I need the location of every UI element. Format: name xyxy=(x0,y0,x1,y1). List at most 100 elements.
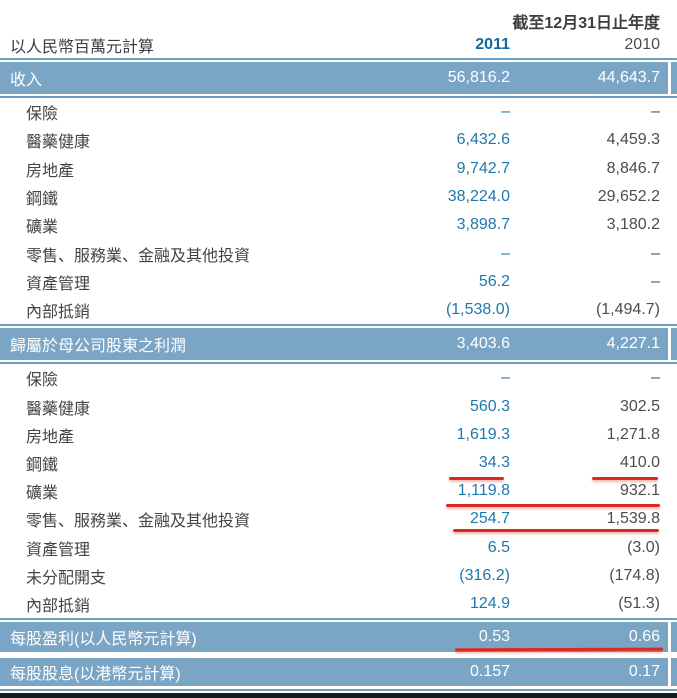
profit-2010: 4,227.1 xyxy=(606,335,660,353)
value-2010: (1,494.7) xyxy=(595,301,660,319)
value-2010: 8,846.7 xyxy=(606,159,660,177)
row-label: 鋼鐵 xyxy=(26,191,59,209)
band-bottom-border xyxy=(0,362,677,365)
dps-band-fill: 每股股息(以港幣元計算) 0.157 0.17 xyxy=(0,658,677,687)
row-label: 內部抵銷 xyxy=(26,597,91,615)
eps-label: 每股盈利(以人民幣元計算) xyxy=(10,631,197,649)
value-2011: 56.2 xyxy=(478,272,510,290)
band-bottom-border xyxy=(0,689,677,692)
row-label: 房地產 xyxy=(26,428,75,446)
revenue-label: 收入 xyxy=(10,72,43,89)
value-2010: (174.8) xyxy=(609,566,660,584)
value-2011: – xyxy=(501,244,510,262)
band-bottom-border xyxy=(0,96,677,98)
value-2011: 6.5 xyxy=(487,538,510,556)
table-row: 保險 – – xyxy=(0,364,677,392)
column-header-2010: 2010 xyxy=(624,35,660,53)
revenue-band-fill: 收入 56,816.2 44,643.7 xyxy=(0,62,677,94)
bottom-rule xyxy=(0,693,677,698)
row-label: 礦業 xyxy=(26,219,59,237)
band-top-border xyxy=(0,618,677,621)
value-2010: 4,459.3 xyxy=(606,131,660,149)
eps-band-fill: 每股盈利(以人民幣元計算) 0.53 0.66 xyxy=(0,622,677,653)
table-row: 礦業 3,898.7 3,180.2 xyxy=(0,211,677,239)
value-2011: 6,432.6 xyxy=(456,131,510,149)
row-label: 保險 xyxy=(26,106,59,124)
revenue-band: 收入 56,816.2 44,643.7 xyxy=(0,58,677,98)
profit-label: 歸屬於母公司股東之利潤 xyxy=(10,338,187,356)
row-label: 未分配開支 xyxy=(26,569,107,587)
revenue-2010: 44,643.7 xyxy=(597,69,660,86)
value-2010: 932.1 xyxy=(619,482,660,500)
table-row: 醫藥健康 560.3 302.5 xyxy=(0,393,677,421)
column-header-2011: 2011 xyxy=(475,35,510,53)
table-row: 內部抵銷 124.9 (51.3) xyxy=(0,590,677,618)
table-row: 零售、服務業、金融及其他投資 254.7 1,539.8 xyxy=(0,505,677,533)
row-label: 零售、服務業、金融及其他投資 xyxy=(26,247,251,265)
value-2010: 29,652.2 xyxy=(597,188,660,206)
column-header-row: 以人民幣百萬元計算 2011 2010 xyxy=(0,31,677,58)
value-2011: 9,742.7 xyxy=(456,159,510,177)
value-2010: – xyxy=(651,103,660,121)
table-row: 鋼鐵 34.3 410.0 xyxy=(0,449,677,477)
value-2010: (3.0) xyxy=(627,538,660,556)
value-2011: 34.3 xyxy=(478,454,510,472)
value-2010: 1,539.8 xyxy=(606,510,660,528)
dps-2011: 0.157 xyxy=(469,663,510,681)
profit-segment-rows: 保險 – – 醫藥健康 560.3 302.5 房地產 1,619.3 1,27… xyxy=(0,364,677,618)
row-label: 資產管理 xyxy=(26,541,91,559)
value-2011: 124.9 xyxy=(469,594,510,612)
table-row: 未分配開支 (316.2) (174.8) xyxy=(0,562,677,590)
value-2011: 38,224.0 xyxy=(447,188,510,206)
value-2010: 302.5 xyxy=(619,397,660,415)
value-2011: 3,898.7 xyxy=(456,216,510,234)
profit-2011: 3,403.6 xyxy=(456,335,510,353)
value-2011: 254.7 xyxy=(469,510,510,528)
value-2010: 3,180.2 xyxy=(606,216,660,234)
band-top-border xyxy=(0,58,677,60)
value-2011: (1,538.0) xyxy=(445,301,510,319)
value-2010: (51.3) xyxy=(618,594,660,612)
eps-band: 每股盈利(以人民幣元計算) 0.53 0.66 xyxy=(0,618,677,653)
table-row: 零售、服務業、金融及其他投資 – – xyxy=(0,239,677,267)
row-label: 保險 xyxy=(26,372,59,390)
period-header: 截至12月31日止年度 xyxy=(512,15,660,32)
value-2011: – xyxy=(501,369,510,387)
value-2011: 560.3 xyxy=(469,397,510,415)
row-label: 礦業 xyxy=(26,485,59,503)
row-label: 房地產 xyxy=(26,162,75,180)
table-row: 房地產 1,619.3 1,271.8 xyxy=(0,421,677,449)
value-2011: 1,619.3 xyxy=(456,425,510,443)
value-2011: – xyxy=(501,103,510,121)
unit-label: 以人民幣百萬元計算 xyxy=(10,38,155,56)
eps-2010: 0.66 xyxy=(628,628,660,646)
table-row: 鋼鐵 38,224.0 29,652.2 xyxy=(0,183,677,211)
value-2010: 1,271.8 xyxy=(606,425,660,443)
value-2010: 410.0 xyxy=(619,454,660,472)
row-label: 醫藥健康 xyxy=(26,400,91,418)
row-label: 資產管理 xyxy=(26,275,91,293)
value-2010: – xyxy=(651,244,660,262)
value-2010: – xyxy=(651,272,660,290)
table-row: 醫藥健康 6,432.6 4,459.3 xyxy=(0,126,677,154)
revenue-2011: 56,816.2 xyxy=(447,69,510,86)
table-row: 資產管理 6.5 (3.0) xyxy=(0,534,677,562)
row-label: 醫藥健康 xyxy=(26,134,91,152)
dps-2010: 0.17 xyxy=(628,663,660,681)
eps-2011: 0.53 xyxy=(478,628,510,646)
row-label: 零售、服務業、金融及其他投資 xyxy=(26,513,251,531)
value-2011: 1,119.8 xyxy=(457,482,510,500)
revenue-segment-rows: 保險 – – 醫藥健康 6,432.6 4,459.3 房地產 9,742.7 … xyxy=(0,98,677,324)
row-label: 鋼鐵 xyxy=(26,457,59,475)
row-label: 內部抵銷 xyxy=(26,304,91,322)
table-row: 資產管理 56.2 – xyxy=(0,268,677,296)
dps-label: 每股股息(以港幣元計算) xyxy=(10,666,181,684)
profit-band: 歸屬於母公司股東之利潤 3,403.6 4,227.1 xyxy=(0,324,677,365)
table-row: 內部抵銷 (1,538.0) (1,494.7) xyxy=(0,296,677,324)
band-top-border xyxy=(0,324,677,327)
table-row: 礦業 1,119.8 932.1 xyxy=(0,477,677,505)
table-row: 房地產 9,742.7 8,846.7 xyxy=(0,155,677,183)
table-row: 保險 – – xyxy=(0,98,677,126)
profit-band-fill: 歸屬於母公司股東之利潤 3,403.6 4,227.1 xyxy=(0,328,677,361)
